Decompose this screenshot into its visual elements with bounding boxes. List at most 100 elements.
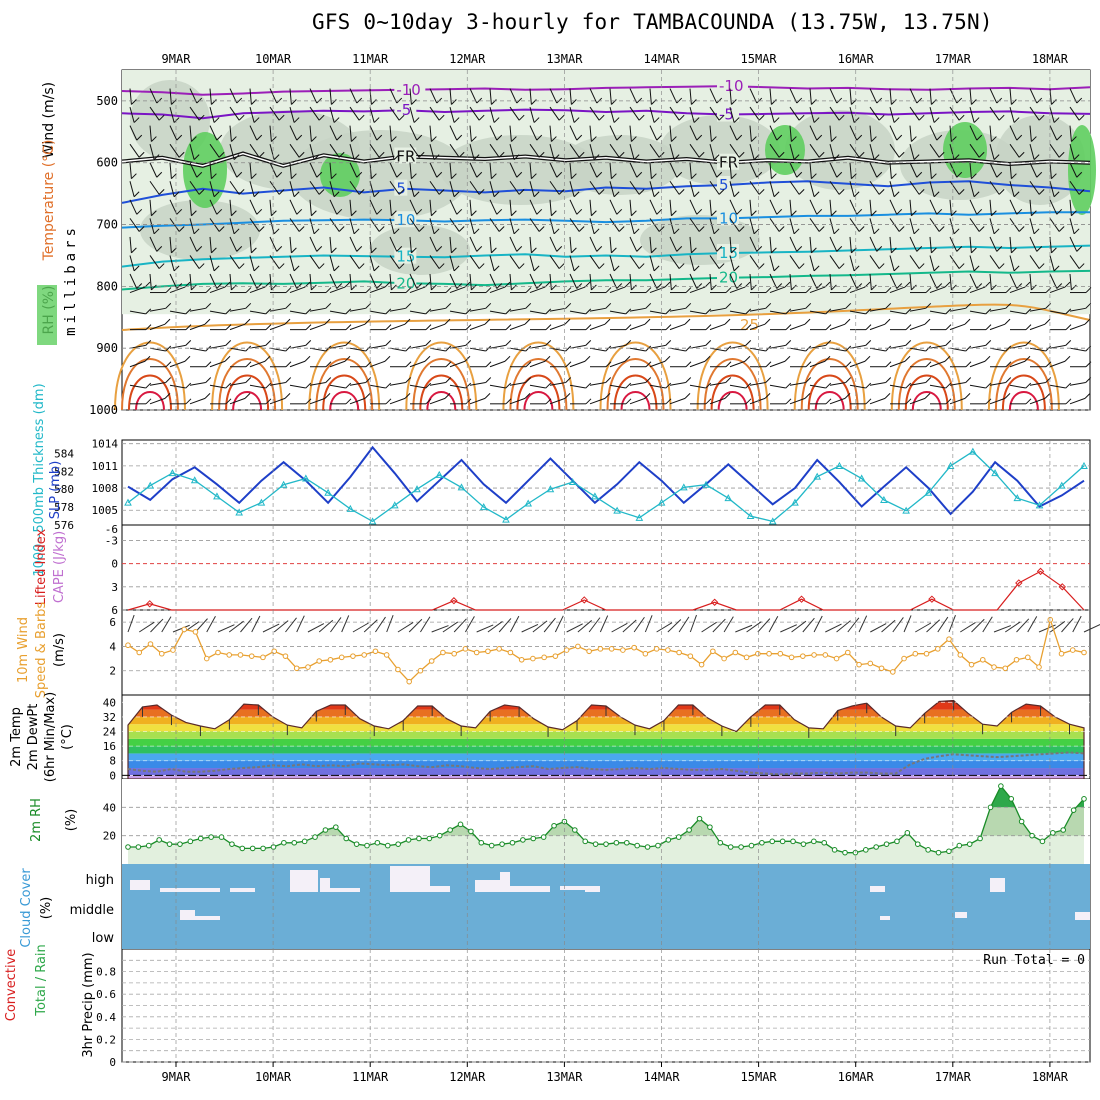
wind-barb — [209, 181, 215, 197]
wind-barb-flag — [325, 302, 332, 309]
wind-barb — [729, 360, 746, 368]
wind-barb-flag — [264, 355, 271, 362]
wind-barb — [229, 125, 232, 142]
wind-barb — [949, 106, 960, 121]
wind-barb — [249, 125, 258, 141]
wind-barb-flag — [496, 208, 503, 215]
wind-barb — [829, 236, 838, 252]
wind-barb — [889, 181, 895, 197]
wind-barb-flag — [811, 173, 817, 180]
wind-speed-point — [1002, 665, 1009, 672]
wind-barb — [409, 162, 412, 179]
wind-barb — [869, 255, 880, 269]
cloud-unit-label: (%) — [39, 897, 54, 920]
wind-barb-flag — [665, 382, 672, 389]
wind-barb-flag — [951, 210, 957, 217]
wind-barb — [269, 106, 280, 121]
wind-barb-flag — [891, 99, 897, 105]
wind-barb — [1009, 236, 1012, 253]
wind-barb-flag — [733, 191, 740, 198]
wind-barb — [825, 623, 842, 633]
wind-barb — [749, 106, 760, 121]
wind-barb — [249, 255, 255, 272]
wind-speed-point — [417, 667, 424, 674]
wind-barb — [489, 255, 495, 272]
wind-barb-flag — [1018, 226, 1025, 232]
wind-barb-flag — [1076, 97, 1083, 104]
wind-barb — [229, 347, 246, 352]
wind-barb-flag — [251, 99, 257, 105]
wind-barb — [769, 106, 775, 123]
wind-speed-point — [563, 647, 570, 653]
rh-point — [166, 841, 173, 847]
wind-barb-flag — [905, 398, 912, 405]
wind-barb — [529, 384, 546, 389]
wind-barb-flag — [996, 171, 1003, 178]
wind-barb — [1027, 616, 1038, 633]
wind-barb — [129, 384, 146, 389]
wind-barb-flag — [844, 392, 851, 399]
wind-barb — [189, 162, 198, 178]
wind-barb-flag — [504, 281, 511, 288]
thickness-point — [524, 499, 533, 507]
wind-barb — [709, 144, 715, 160]
warm-contour — [1001, 374, 1046, 411]
wind-barb — [549, 106, 560, 121]
wind-barb — [869, 382, 886, 386]
thickness-point — [279, 480, 288, 488]
wind-barb-flag — [471, 284, 477, 291]
y-tick-label: 1000 — [89, 403, 118, 417]
wind-barb — [589, 180, 600, 195]
wind-barb — [129, 88, 132, 105]
wind-barb-flag — [445, 302, 452, 309]
wind-barb — [429, 180, 440, 195]
rh-point — [946, 848, 952, 855]
wind-barb — [849, 310, 866, 315]
wind-barb-flag — [865, 324, 872, 330]
wind-barb — [189, 199, 192, 216]
wind-barb — [489, 344, 506, 349]
wind-barb-flag — [985, 398, 992, 405]
wind-barb — [229, 382, 246, 386]
wind-barb — [889, 125, 898, 141]
wind-barb — [909, 106, 920, 121]
wind-barb — [449, 273, 458, 289]
wind-barb — [869, 180, 880, 195]
wind-barb-flag — [1033, 154, 1040, 160]
wind-speed-point — [946, 636, 952, 642]
temp-band — [128, 768, 1084, 776]
precip-tick-label: 0.6 — [96, 988, 116, 1001]
wind-barb-flag — [993, 154, 1000, 160]
wind-barb-flag — [404, 318, 411, 325]
wind-barb-flag — [776, 283, 783, 289]
wind-barb-flag — [596, 246, 603, 252]
wind-barb-flag — [438, 263, 445, 269]
date-label-top: 14MAR — [643, 52, 680, 66]
wind-barb — [409, 273, 418, 289]
wind-barb — [161, 616, 172, 633]
wind-barb-flag — [276, 171, 283, 178]
wind-barb — [369, 310, 386, 315]
rh-axis-label: 2m RH — [29, 798, 44, 842]
wind-barb-flag — [211, 99, 217, 105]
wind-barb — [629, 397, 646, 405]
wind-barb-flag — [176, 208, 183, 215]
wind-barb-flag — [645, 361, 652, 368]
wind-barb — [189, 255, 200, 269]
wind-barb — [926, 619, 941, 633]
wind-barb — [649, 286, 666, 294]
rh-point — [956, 842, 963, 849]
cloud-bg — [122, 864, 1090, 949]
wind-barb-flag — [471, 136, 477, 142]
wind-barb-flag — [371, 247, 377, 254]
wind-barb — [649, 162, 652, 179]
wind-barb — [449, 106, 455, 123]
wind-barb — [809, 310, 826, 315]
wind-barb — [469, 199, 472, 216]
wind-barb — [229, 144, 235, 160]
wind-barb — [649, 384, 666, 389]
wind-barb — [969, 106, 975, 123]
wind-barb-flag — [845, 302, 852, 309]
wind-barb — [667, 619, 682, 633]
wind-barb-flag — [565, 287, 572, 293]
